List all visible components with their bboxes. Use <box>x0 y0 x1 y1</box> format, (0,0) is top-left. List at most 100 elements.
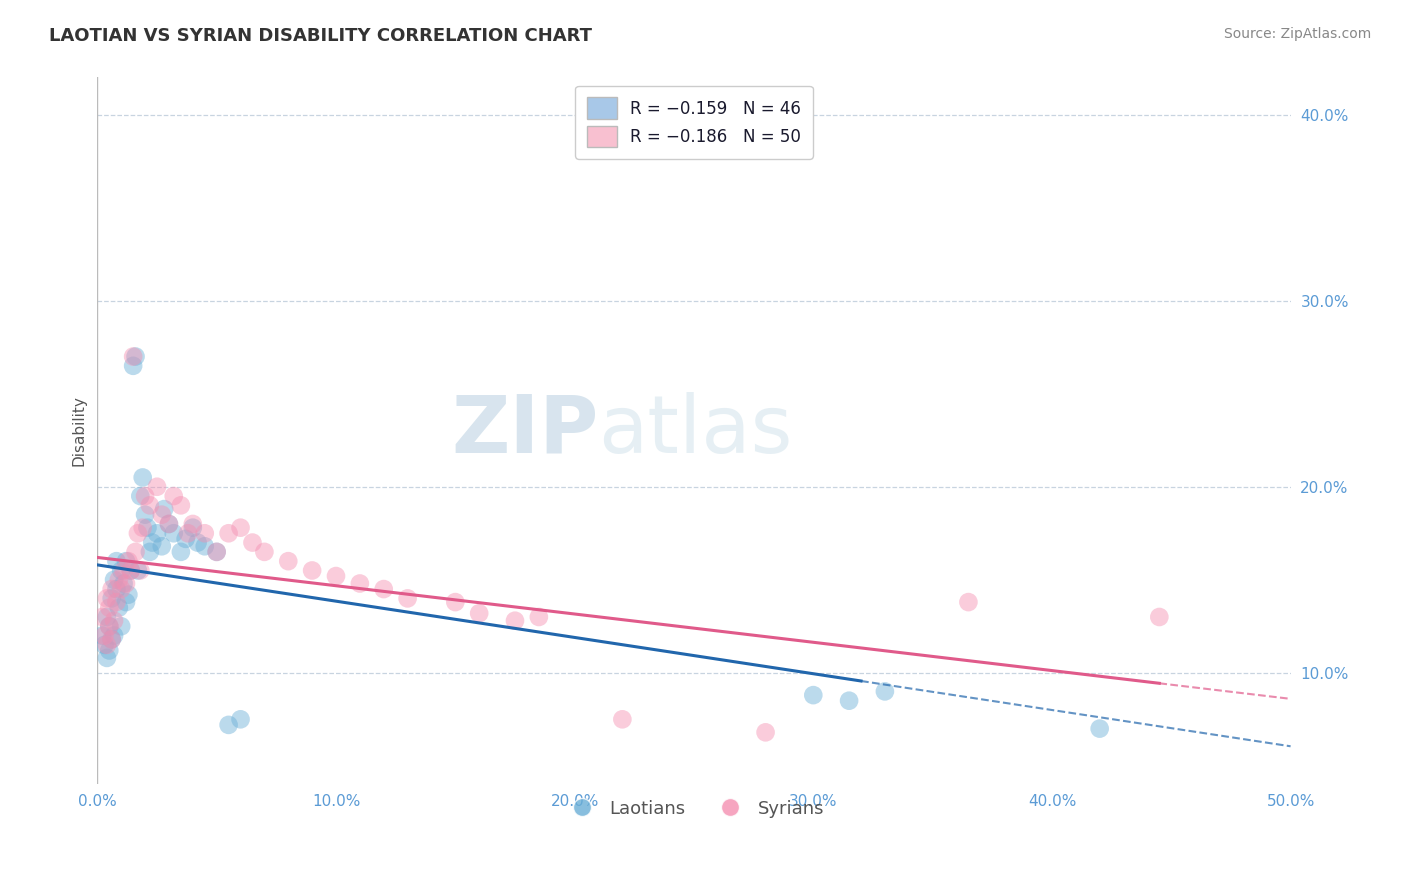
Point <box>163 489 186 503</box>
Point <box>93 638 115 652</box>
Point <box>93 629 115 643</box>
Point <box>277 554 299 568</box>
Point <box>181 521 204 535</box>
Point <box>112 576 135 591</box>
Legend: Laotians, Syrians: Laotians, Syrians <box>557 792 831 825</box>
Point <box>181 516 204 531</box>
Point <box>253 545 276 559</box>
Point <box>91 629 114 643</box>
Point <box>801 688 824 702</box>
Point <box>110 582 132 596</box>
Point <box>120 564 142 578</box>
Point <box>153 502 176 516</box>
Point <box>115 595 138 609</box>
Point <box>141 535 163 549</box>
Point <box>100 582 122 596</box>
Point <box>838 694 860 708</box>
Point <box>146 480 169 494</box>
Point <box>157 516 180 531</box>
Point <box>957 595 980 609</box>
Point <box>108 600 131 615</box>
Point <box>117 588 139 602</box>
Point <box>373 582 395 596</box>
Point <box>122 359 145 373</box>
Point <box>103 614 125 628</box>
Point <box>150 508 173 522</box>
Point <box>115 554 138 568</box>
Point <box>873 684 896 698</box>
Point <box>503 614 526 628</box>
Point <box>396 591 419 606</box>
Point <box>124 545 146 559</box>
Point <box>163 526 186 541</box>
Point <box>527 610 550 624</box>
Text: ZIP: ZIP <box>451 392 599 470</box>
Point <box>122 350 145 364</box>
Point <box>301 564 323 578</box>
Point <box>134 489 156 503</box>
Point <box>1149 610 1171 624</box>
Point <box>150 539 173 553</box>
Point <box>194 526 217 541</box>
Point <box>174 532 197 546</box>
Point <box>755 725 778 739</box>
Point <box>98 600 121 615</box>
Text: atlas: atlas <box>599 392 793 470</box>
Point <box>136 521 159 535</box>
Point <box>98 619 121 633</box>
Point <box>325 569 347 583</box>
Point <box>139 499 162 513</box>
Point <box>146 526 169 541</box>
Point <box>103 629 125 643</box>
Point <box>108 573 131 587</box>
Point <box>205 545 228 559</box>
Point <box>129 564 152 578</box>
Point <box>349 576 371 591</box>
Point <box>170 545 193 559</box>
Point <box>105 582 128 596</box>
Point <box>120 564 142 578</box>
Point <box>98 643 121 657</box>
Point <box>105 595 128 609</box>
Point <box>96 591 118 606</box>
Text: Source: ZipAtlas.com: Source: ZipAtlas.com <box>1223 27 1371 41</box>
Point <box>229 712 252 726</box>
Point <box>127 564 149 578</box>
Point <box>468 607 491 621</box>
Y-axis label: Disability: Disability <box>72 395 86 467</box>
Point <box>100 632 122 647</box>
Point <box>115 576 138 591</box>
Point <box>100 632 122 647</box>
Point <box>117 554 139 568</box>
Point <box>91 610 114 624</box>
Point <box>194 539 217 553</box>
Point <box>205 545 228 559</box>
Point <box>100 591 122 606</box>
Point <box>131 521 153 535</box>
Point <box>96 651 118 665</box>
Point <box>242 535 264 549</box>
Point <box>177 526 200 541</box>
Point <box>170 499 193 513</box>
Point <box>1088 722 1111 736</box>
Point <box>218 526 240 541</box>
Point <box>112 564 135 578</box>
Point <box>134 508 156 522</box>
Point <box>105 554 128 568</box>
Point <box>612 712 634 726</box>
Point <box>187 535 209 549</box>
Point <box>124 350 146 364</box>
Point <box>229 521 252 535</box>
Point <box>110 564 132 578</box>
Point <box>131 470 153 484</box>
Point <box>98 619 121 633</box>
Point <box>96 610 118 624</box>
Point <box>129 489 152 503</box>
Point <box>103 573 125 587</box>
Point <box>444 595 467 609</box>
Point <box>96 638 118 652</box>
Point <box>157 516 180 531</box>
Point <box>139 545 162 559</box>
Point <box>127 526 149 541</box>
Text: LAOTIAN VS SYRIAN DISABILITY CORRELATION CHART: LAOTIAN VS SYRIAN DISABILITY CORRELATION… <box>49 27 592 45</box>
